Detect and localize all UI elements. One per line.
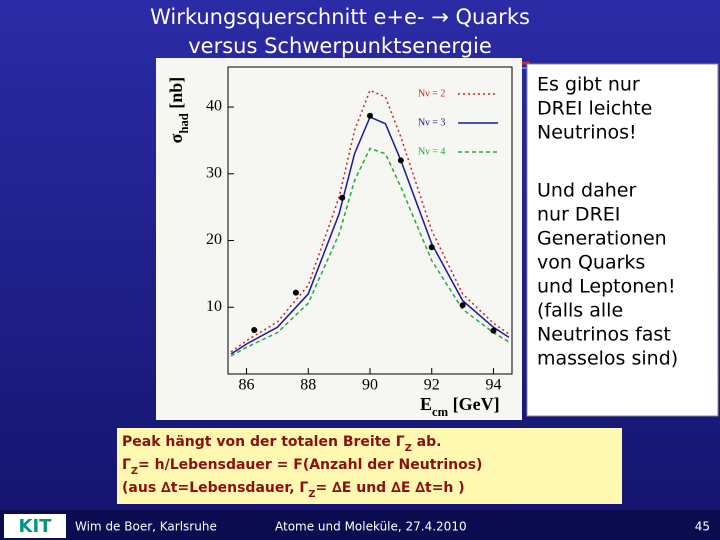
x-tick-label: 94 [485, 377, 501, 394]
y-tick-label: 10 [206, 298, 222, 315]
note-line: (aus ∆t=Lebensdauer, ΓZ= ∆E und ∆E ∆t=h … [122, 480, 465, 500]
data-point [251, 326, 258, 333]
curve [230, 147, 510, 357]
x-tick-label: 90 [362, 377, 378, 394]
side-text: von Quarks [537, 252, 645, 274]
note-line-part: Z [308, 489, 315, 500]
data-point [367, 112, 373, 119]
side-text: nur DREI [537, 204, 620, 226]
x-axis-label-part: cm [432, 405, 449, 419]
note-line-part: Peak hängt von der totalen Breite Γ [122, 434, 405, 450]
legend-label: Nν = 3 [418, 117, 445, 128]
side-text: Generationen [537, 228, 667, 250]
x-axis-label: Ecm [GeV] [420, 394, 500, 419]
note-line-part: Γ [122, 457, 131, 473]
note-line-part: Z [131, 466, 138, 477]
data-point [397, 157, 404, 164]
side-text: masselos sind) [537, 348, 678, 370]
page-number: 45 [695, 520, 710, 534]
side-box [526, 63, 719, 417]
x-tick-label: 86 [239, 377, 255, 394]
data-point [428, 244, 435, 251]
slide-title: Wirkungsquerschnitt e+e- → Quarks [150, 5, 530, 29]
note-line: Peak hängt von der totalen Breite ΓZ ab. [122, 434, 441, 454]
data-point [490, 327, 497, 334]
side-text: Und daher [537, 180, 636, 202]
side-text: Es gibt nur [537, 74, 640, 96]
plot-image [156, 58, 522, 420]
logo-box [4, 514, 66, 538]
logo: KIT [19, 516, 53, 537]
data-point [292, 289, 299, 296]
curve [230, 89, 510, 353]
side-text: (falls alle [537, 300, 623, 322]
footer-event: Atome und Moleküle, 27.4.2010 [275, 520, 467, 534]
note-line-part: ab. [412, 434, 442, 450]
side-text: Neutrinos fast [537, 324, 671, 346]
note-line-part: = h/Lebensdauer = F(Anzahl der Neutrinos… [138, 457, 482, 473]
side-text: Neutrinos! [537, 122, 637, 144]
slide-title: versus Schwerpunktsenergie [188, 34, 492, 58]
legend-label: Nν = 2 [418, 88, 445, 99]
note-line-part: = ∆E und ∆E ∆t=h ) [315, 480, 464, 496]
y-axis-label-part: [nb] [166, 77, 186, 114]
data-point [459, 302, 466, 309]
footer-author: Wim de Boer, Karlsruhe [75, 520, 217, 534]
note-line: ΓZ= h/Lebensdauer = F(Anzahl der Neutrin… [122, 457, 482, 477]
note-box [117, 428, 622, 504]
footer-bar [0, 510, 720, 540]
data-point [339, 194, 346, 201]
legend-label: Nν = 4 [418, 146, 445, 157]
x-tick-label: 88 [300, 377, 316, 394]
note-line-part: Z [405, 443, 412, 454]
side-text: DREI leichte [537, 98, 652, 120]
x-axis-label-part: E [420, 394, 432, 414]
side-text: und Leptonen! [537, 276, 676, 298]
note-line-part: (aus ∆t=Lebensdauer, Γ [122, 480, 308, 496]
y-tick-label: 30 [206, 164, 222, 181]
y-tick-label: 40 [206, 98, 222, 115]
y-axis-label-part: had [177, 113, 191, 133]
y-axis-label-part: σ [166, 133, 186, 143]
y-axis-label: σhad [nb] [166, 77, 191, 144]
y-tick-label: 20 [206, 231, 222, 248]
x-tick-label: 92 [424, 377, 440, 394]
x-axis-label-part: [GeV] [448, 394, 499, 414]
